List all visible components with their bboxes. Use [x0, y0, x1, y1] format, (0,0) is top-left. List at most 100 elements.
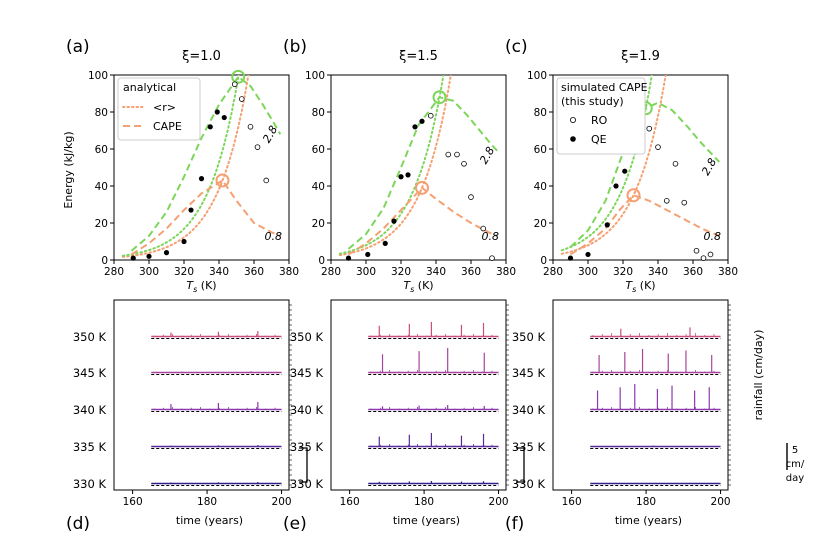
qe-point: [214, 109, 220, 115]
x-tick-label: 200: [711, 496, 731, 508]
y-tick-label: 100: [88, 70, 108, 82]
ro-point: [681, 199, 688, 206]
y-tick-label: 0: [318, 255, 325, 267]
x-tick-label: 180: [414, 496, 434, 508]
qe-point: [622, 168, 628, 174]
ro-point: [489, 255, 495, 261]
ro-point: [700, 255, 707, 261]
x-tick-label: 280: [104, 266, 124, 278]
row-label: 350 K: [290, 330, 324, 344]
panel-title: ξ=1.0: [182, 49, 221, 64]
x-tick-label: 380: [496, 266, 516, 278]
qe-point: [207, 124, 213, 130]
legend-box: [556, 77, 646, 155]
row-label: 335 K: [512, 440, 546, 454]
cape-curve-orange: [569, 194, 720, 256]
ro-point: [445, 151, 452, 158]
row-label: 330 K: [512, 477, 546, 491]
r-curve-green: [338, 75, 445, 255]
qe-point: [345, 255, 352, 261]
curve-label-orange: 0.8: [265, 230, 283, 243]
rainfall-row: 335 K: [290, 433, 499, 454]
x-tick-label: 320: [391, 266, 411, 278]
plot-frame: [113, 74, 290, 261]
qe-point: [419, 118, 425, 124]
plot-frame: [330, 74, 507, 261]
qe-point: [382, 240, 388, 246]
ro-point: [663, 198, 670, 204]
x-axis-label: time (years): [393, 514, 460, 527]
cape-curve-green: [347, 96, 499, 250]
panel-title: ξ=1.5: [399, 49, 438, 64]
r-curve-green: [121, 75, 240, 257]
r-curve-orange: [121, 75, 250, 258]
plot-frame: [552, 299, 729, 491]
scale-label-1: 5: [792, 445, 798, 456]
scale-bar: 5 cm/ day: [786, 443, 805, 484]
legend-qe-label: QE: [591, 133, 607, 146]
x-tick-label: 340: [648, 266, 668, 278]
ro-point: [480, 225, 487, 232]
ro-point: [461, 161, 467, 167]
rainfall-row: 345 K: [73, 366, 282, 380]
rainfall-row: 350 K: [73, 330, 282, 344]
rainfall-row: 350 K: [512, 327, 721, 344]
x-tick-label: 200: [489, 496, 509, 508]
panel-label: (c): [505, 37, 528, 57]
ro-point: [231, 81, 238, 88]
x-tick-label: 160: [340, 496, 360, 508]
x-axis-label: Ts (K): [403, 279, 433, 294]
r-curve-orange: [560, 75, 667, 255]
peak-circle-green: [231, 69, 246, 84]
row-label: 340 K: [290, 403, 324, 417]
panel-label: (f): [505, 514, 524, 534]
ro-point: [454, 151, 460, 158]
x-tick-label: 360: [244, 266, 264, 278]
x-axis-label: time (years): [615, 514, 682, 527]
legend-ro-marker: [570, 117, 577, 124]
x-tick-label: 340: [209, 266, 229, 278]
x-tick-label: 300: [356, 266, 376, 278]
row-label: 345 K: [512, 366, 546, 380]
rainfall-row: 340 K: [512, 384, 721, 417]
row-label: 350 K: [73, 330, 107, 344]
cape-curve-green: [130, 75, 282, 252]
row-label: 335 K: [290, 440, 324, 454]
legend-title-1: simulated CAPE: [561, 81, 648, 94]
ro-point: [427, 112, 434, 119]
qe-point: [163, 250, 170, 256]
qe-point: [365, 251, 371, 258]
rainfall-row: 330 K: [290, 477, 499, 491]
peak-circle-green: [432, 90, 447, 105]
legend-qe-marker: [570, 136, 576, 142]
x-axis-label: time (years): [176, 514, 243, 527]
x-tick-label: 180: [636, 496, 656, 508]
rainfall-row: 330 K: [73, 477, 282, 491]
rainfall-row: 340 K: [73, 402, 282, 417]
qe-point: [398, 174, 404, 180]
ro-point: [707, 251, 714, 258]
x-axis-label: Ts (K): [625, 279, 655, 294]
y-tick-label: 100: [527, 70, 547, 82]
curve-label-orange: 0.8: [482, 230, 500, 243]
curve-label-green: 2.8: [260, 123, 280, 145]
curve-label-orange: 0.8: [704, 230, 722, 243]
row-label: 335 K: [73, 440, 107, 454]
x-tick-label: 180: [197, 496, 217, 508]
row-label: 340 K: [73, 403, 107, 417]
x-axis-label: Ts (K): [186, 279, 216, 294]
x-tick-label: 320: [174, 266, 194, 278]
x-tick-label: 300: [578, 266, 598, 278]
qe-point: [613, 183, 619, 189]
rainfall-row: 335 K: [73, 440, 282, 454]
rainfall-row: 330 K: [512, 477, 721, 491]
legend-cape-label: CAPE: [153, 120, 182, 133]
cape-curve-orange: [347, 186, 498, 256]
qe-point: [181, 238, 187, 245]
scale-label-3: day: [786, 473, 804, 484]
ro-point: [468, 194, 474, 200]
scale-bracket: [299, 447, 308, 483]
ro-point: [247, 124, 254, 130]
qe-point: [188, 207, 194, 213]
panel-label: (d): [66, 514, 90, 534]
